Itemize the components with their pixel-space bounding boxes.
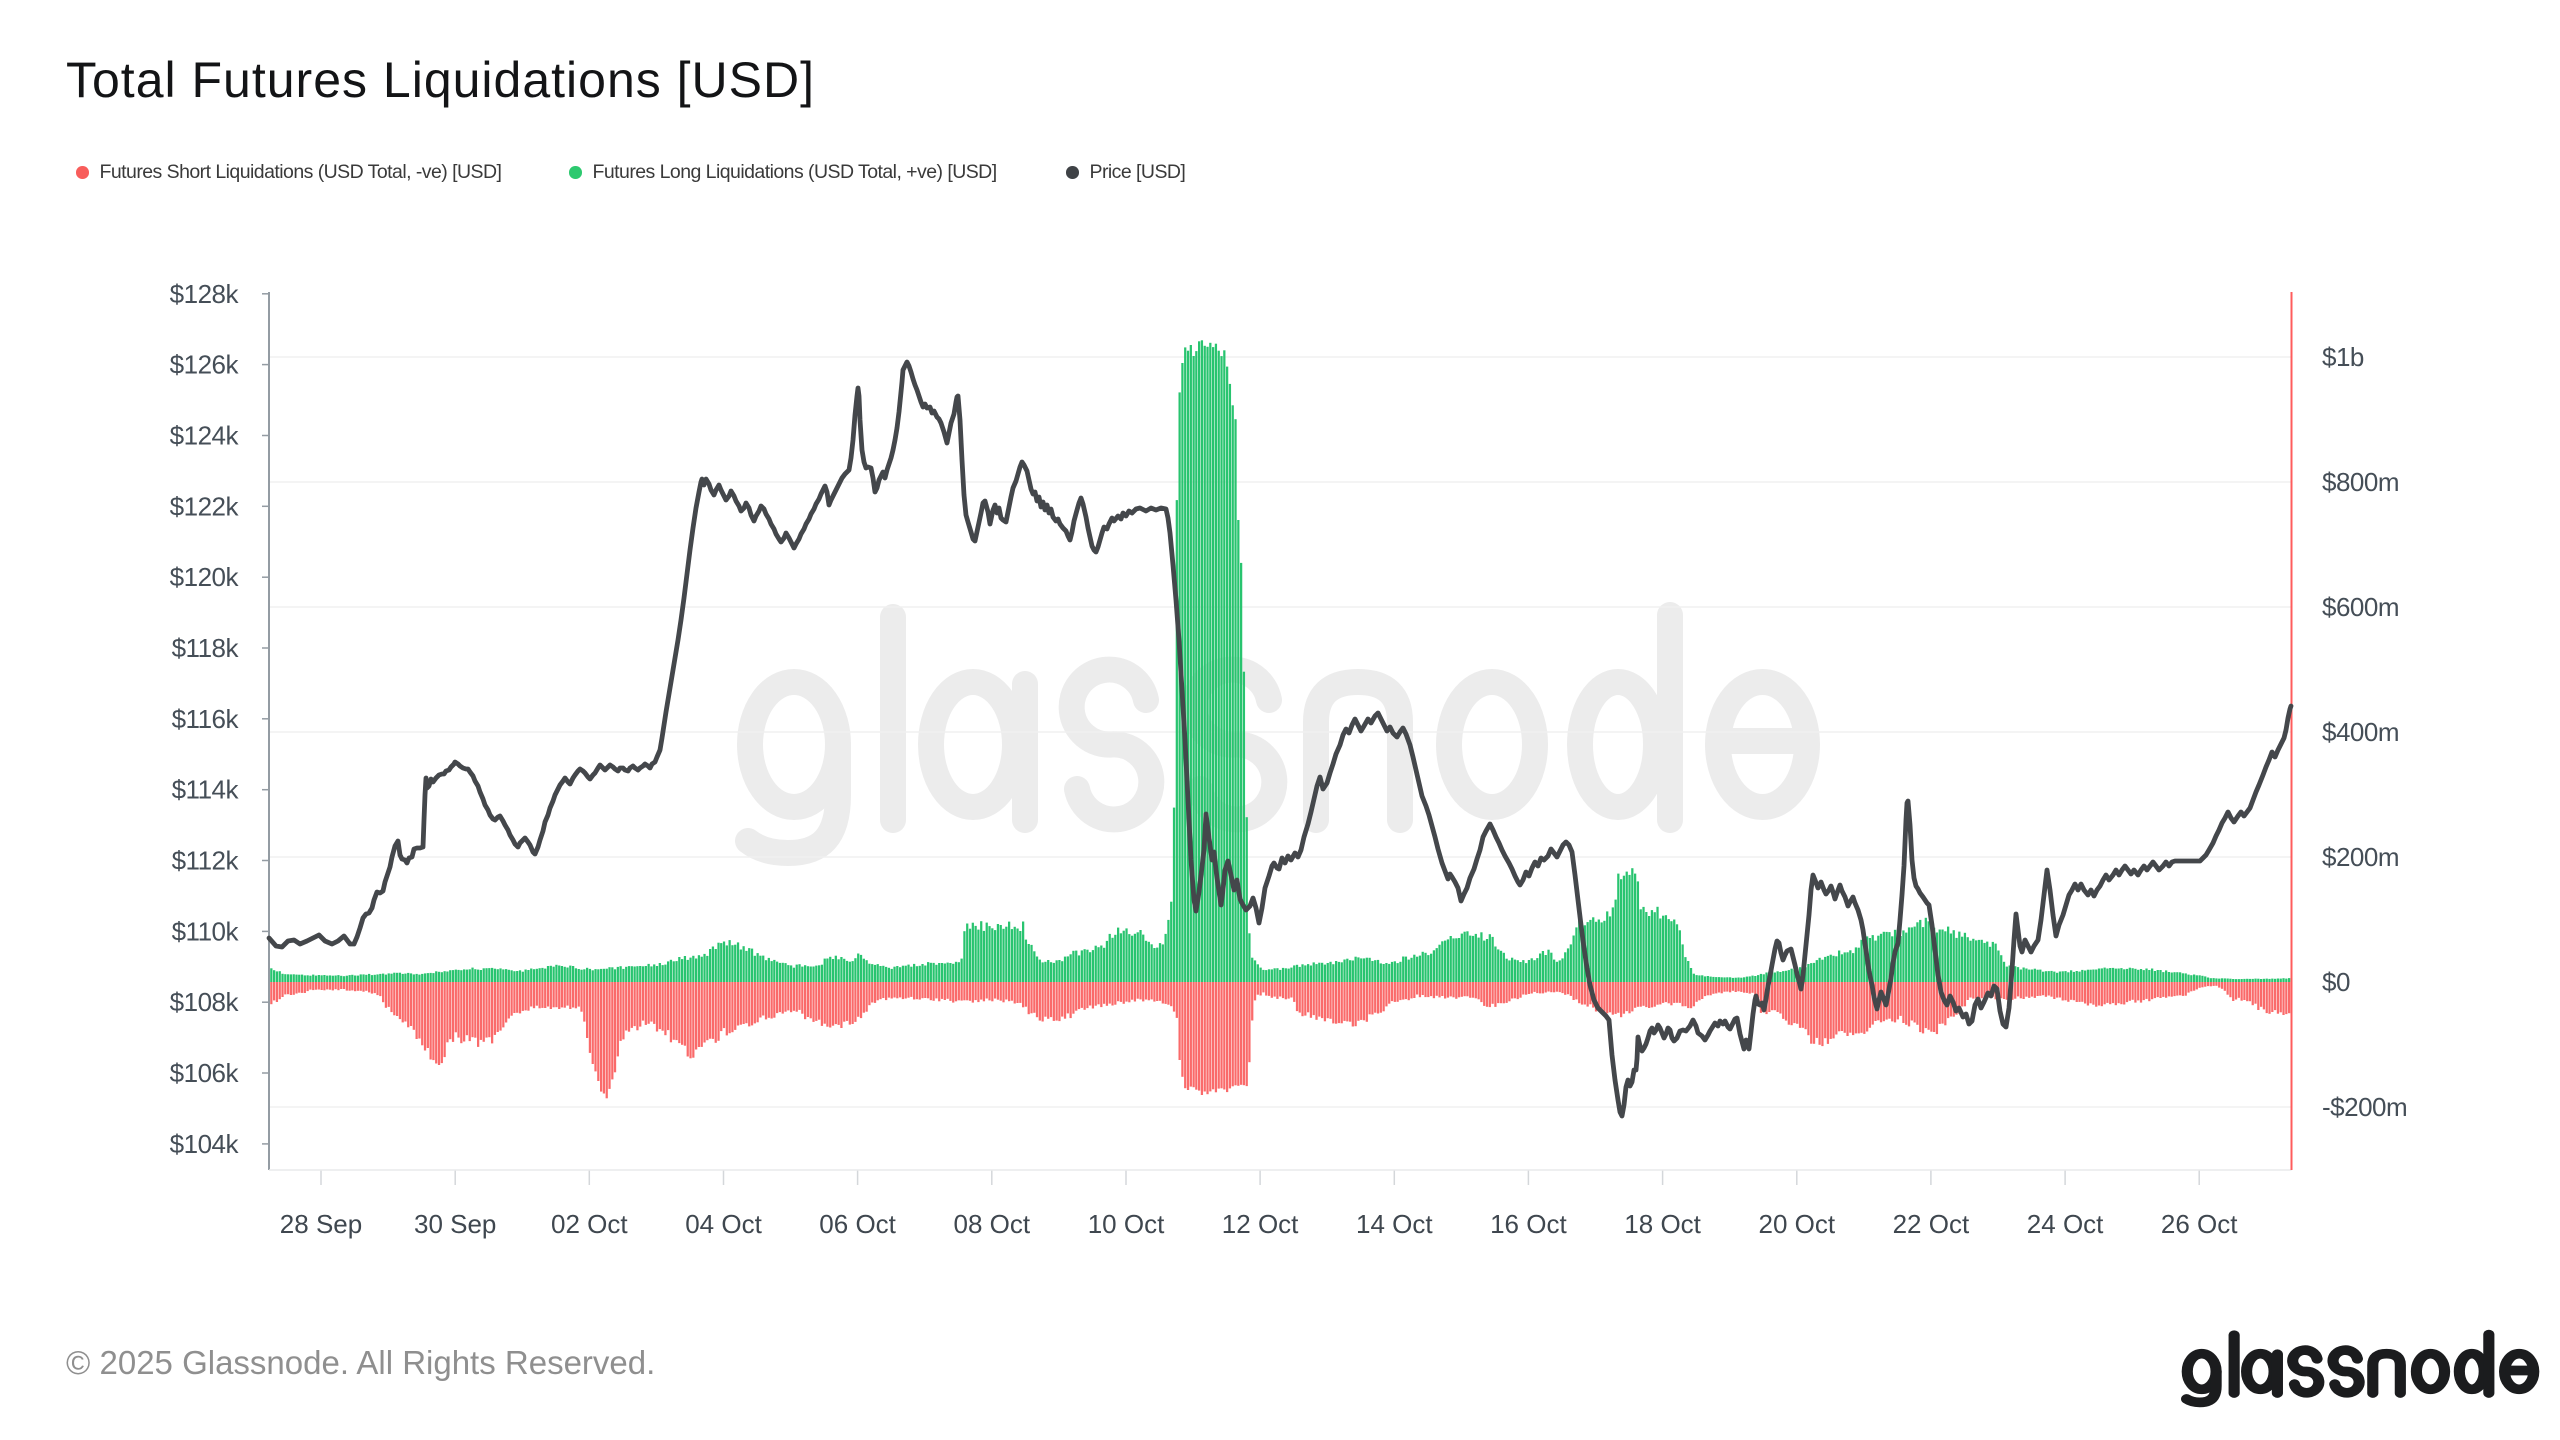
- svg-text:-$200m: -$200m: [2322, 1092, 2407, 1122]
- svg-text:$114k: $114k: [172, 775, 240, 805]
- svg-text:08 Oct: 08 Oct: [954, 1209, 1031, 1239]
- svg-text:$600m: $600m: [2322, 592, 2399, 622]
- svg-text:$110k: $110k: [172, 916, 240, 946]
- svg-text:$118k: $118k: [172, 633, 240, 663]
- svg-text:$122k: $122k: [170, 491, 240, 521]
- svg-text:06 Oct: 06 Oct: [819, 1209, 896, 1239]
- svg-text:26 Oct: 26 Oct: [2161, 1209, 2238, 1239]
- svg-text:$1b: $1b: [2322, 342, 2364, 372]
- svg-text:$108k: $108k: [170, 987, 240, 1017]
- svg-text:28 Sep: 28 Sep: [280, 1209, 362, 1239]
- svg-text:20 Oct: 20 Oct: [1759, 1209, 1836, 1239]
- svg-text:$104k: $104k: [170, 1129, 240, 1159]
- svg-text:$400m: $400m: [2322, 717, 2399, 747]
- svg-text:$112k: $112k: [172, 846, 240, 876]
- svg-text:04 Oct: 04 Oct: [685, 1209, 762, 1239]
- svg-text:12 Oct: 12 Oct: [1222, 1209, 1299, 1239]
- svg-text:14 Oct: 14 Oct: [1356, 1209, 1433, 1239]
- svg-text:22 Oct: 22 Oct: [1893, 1209, 1970, 1239]
- svg-text:$106k: $106k: [170, 1058, 240, 1088]
- svg-text:16 Oct: 16 Oct: [1490, 1209, 1567, 1239]
- svg-text:02 Oct: 02 Oct: [551, 1209, 628, 1239]
- svg-text:$800m: $800m: [2322, 467, 2399, 497]
- svg-text:$200m: $200m: [2322, 842, 2399, 872]
- svg-text:$120k: $120k: [170, 562, 240, 592]
- svg-text:$116k: $116k: [172, 704, 240, 734]
- svg-text:$124k: $124k: [170, 421, 240, 451]
- svg-text:10 Oct: 10 Oct: [1088, 1209, 1165, 1239]
- svg-text:24 Oct: 24 Oct: [2027, 1209, 2104, 1239]
- svg-text:$126k: $126k: [170, 350, 240, 380]
- svg-text:$128k: $128k: [170, 279, 240, 309]
- svg-text:18 Oct: 18 Oct: [1624, 1209, 1701, 1239]
- svg-text:$0: $0: [2322, 967, 2350, 997]
- svg-text:30 Sep: 30 Sep: [414, 1209, 496, 1239]
